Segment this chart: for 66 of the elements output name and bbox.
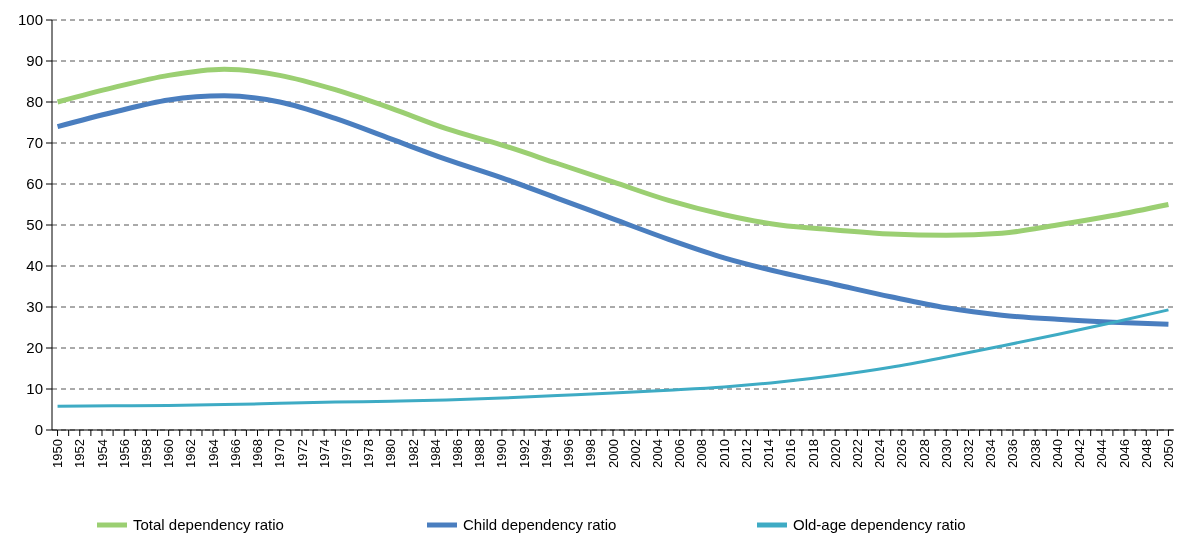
- x-tick-label: 2016: [783, 439, 799, 468]
- x-tick-label: 1952: [72, 439, 88, 468]
- x-tick-label: 2026: [894, 439, 910, 468]
- x-tick-label: 1954: [94, 439, 110, 468]
- x-tick-label: 2050: [1161, 439, 1176, 468]
- y-tick-label: 0: [34, 421, 43, 439]
- legend-label: Total dependency ratio: [133, 516, 284, 534]
- x-tick-label: 1960: [161, 439, 177, 468]
- x-tick-label: 1974: [316, 439, 332, 468]
- x-tick-label: 2046: [1116, 439, 1132, 468]
- x-tick-label: 2002: [627, 439, 643, 468]
- x-tick-label: 2018: [805, 439, 821, 468]
- x-tick-label: 1966: [227, 439, 243, 468]
- x-tick-label: 1958: [138, 439, 154, 468]
- y-tick-label: 70: [26, 134, 43, 152]
- x-tick-label: 2008: [694, 439, 710, 468]
- x-tick-label: 2004: [649, 439, 665, 468]
- x-tick-label: 2000: [605, 439, 621, 468]
- x-tick-label: 2006: [672, 439, 688, 468]
- y-tick-label: 60: [26, 175, 43, 193]
- x-tick-label: 2044: [1094, 439, 1110, 468]
- y-tick-label: 80: [26, 93, 43, 111]
- x-tick-label: 1996: [561, 439, 577, 468]
- x-tick-label: 2028: [916, 439, 932, 468]
- x-tick-label: 2022: [849, 439, 865, 468]
- legend-label: Old-age dependency ratio: [793, 516, 966, 534]
- x-tick-label: 2042: [1072, 439, 1088, 468]
- legend-label: Child dependency ratio: [463, 516, 617, 534]
- x-tick-label: 1982: [405, 439, 421, 468]
- x-tick-label: 2014: [761, 439, 777, 468]
- x-tick-label: 2012: [738, 439, 754, 468]
- y-tick-label: 100: [17, 11, 43, 29]
- x-tick-label: 2040: [1049, 439, 1065, 468]
- x-tick-label: 2024: [872, 439, 888, 468]
- x-tick-label: 1950: [50, 439, 66, 468]
- x-tick-label: 2032: [961, 439, 977, 468]
- x-tick-label: 1964: [205, 439, 221, 468]
- x-tick-label: 1980: [383, 439, 399, 468]
- x-tick-label: 1968: [250, 439, 266, 468]
- x-tick-label: 2048: [1138, 439, 1154, 468]
- x-tick-label: 1992: [516, 439, 532, 468]
- x-tick-label: 1962: [183, 439, 199, 468]
- x-tick-label: 2034: [983, 439, 999, 468]
- y-tick-label: 30: [26, 298, 43, 316]
- x-tick-label: 2038: [1027, 439, 1043, 468]
- x-tick-label: 1978: [361, 439, 377, 468]
- y-tick-label: 20: [26, 339, 43, 357]
- x-tick-label: 1956: [116, 439, 132, 468]
- y-tick-label: 50: [26, 216, 43, 234]
- x-tick-label: 2030: [938, 439, 954, 468]
- x-tick-label: 1984: [427, 439, 443, 468]
- x-tick-label: 2010: [716, 439, 732, 468]
- x-tick-label: 1998: [583, 439, 599, 468]
- x-tick-label: 1970: [272, 439, 288, 468]
- x-tick-label: 1972: [294, 439, 310, 468]
- x-tick-label: 1976: [338, 439, 354, 468]
- x-tick-label: 1990: [494, 439, 510, 468]
- y-tick-label: 10: [26, 380, 43, 398]
- x-tick-label: 2020: [827, 439, 843, 468]
- y-tick-label: 90: [26, 52, 43, 70]
- x-tick-label: 1986: [450, 439, 466, 468]
- y-tick-label: 40: [26, 257, 43, 275]
- x-tick-label: 1994: [538, 439, 554, 468]
- line-series: [56, 308, 1170, 408]
- x-tick-label: 1988: [472, 439, 488, 468]
- x-tick-label: 2036: [1005, 439, 1021, 468]
